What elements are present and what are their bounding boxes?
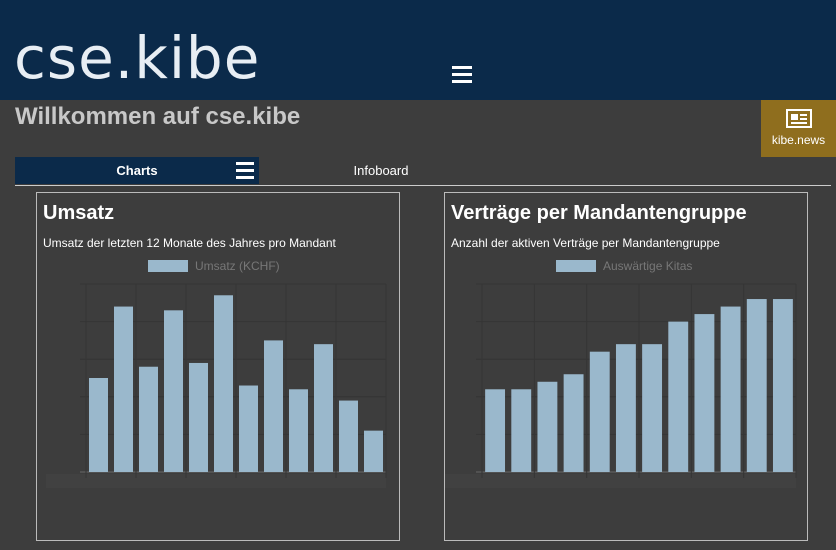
tab-rule xyxy=(15,185,831,186)
chart-shadow xyxy=(445,474,796,488)
chart-subtitle: Anzahl der aktiven Verträge per Mandante… xyxy=(451,236,720,250)
bar xyxy=(239,385,258,472)
bar xyxy=(264,340,283,472)
bar xyxy=(615,344,636,472)
bar xyxy=(746,299,767,472)
tab-active[interactable]: Charts xyxy=(15,157,259,184)
chart-panel: Umsatz Umsatz der letzten 12 Monate des … xyxy=(36,192,400,541)
chart-title: Verträge per Mandantengruppe xyxy=(451,202,747,224)
bar xyxy=(314,344,333,472)
chart-shadow xyxy=(46,474,386,488)
bar xyxy=(189,362,208,472)
bar xyxy=(563,374,584,472)
chart-title: Umsatz xyxy=(43,202,115,224)
header-bar: cse.kibe xyxy=(0,0,836,100)
bar xyxy=(720,306,741,472)
bar xyxy=(339,400,358,472)
legend-swatch xyxy=(148,260,188,272)
bar xyxy=(537,381,558,472)
chart-subtitle: Umsatz der letzten 12 Monate des Jahres … xyxy=(43,236,336,250)
legend-label: Auswärtige Kitas xyxy=(603,259,692,273)
legend-swatch xyxy=(556,260,596,272)
bar xyxy=(89,378,108,472)
chart: Auswärtige Kitas xyxy=(445,259,797,488)
news-icon xyxy=(785,109,812,128)
bar xyxy=(642,344,663,472)
news-button[interactable]: kibe.news xyxy=(761,100,836,157)
bar xyxy=(164,310,183,472)
bar xyxy=(485,389,506,472)
menu-icon[interactable] xyxy=(452,66,472,84)
bar xyxy=(139,366,158,472)
tab-menu-icon xyxy=(236,162,254,179)
bar xyxy=(364,430,383,472)
news-label: kibe.news xyxy=(771,133,826,147)
legend-label: Umsatz (KCHF) xyxy=(195,259,280,273)
chart: Umsatz (KCHF) xyxy=(46,259,387,488)
bar xyxy=(511,389,532,472)
bar xyxy=(772,299,793,472)
tab-label: Infoboard xyxy=(353,163,409,178)
bar xyxy=(589,351,610,472)
bar xyxy=(289,389,308,472)
chart-panel: Verträge per Mandantengruppe Anzahl der … xyxy=(444,192,808,541)
tab[interactable]: Infoboard xyxy=(259,157,503,184)
bar xyxy=(214,295,233,472)
bar xyxy=(114,306,133,472)
bar xyxy=(668,321,689,472)
logo[interactable]: cse.kibe xyxy=(14,24,261,92)
page-title: Willkommen auf cse.kibe xyxy=(15,103,301,130)
bar xyxy=(694,314,715,472)
tab-label: Charts xyxy=(116,163,158,178)
